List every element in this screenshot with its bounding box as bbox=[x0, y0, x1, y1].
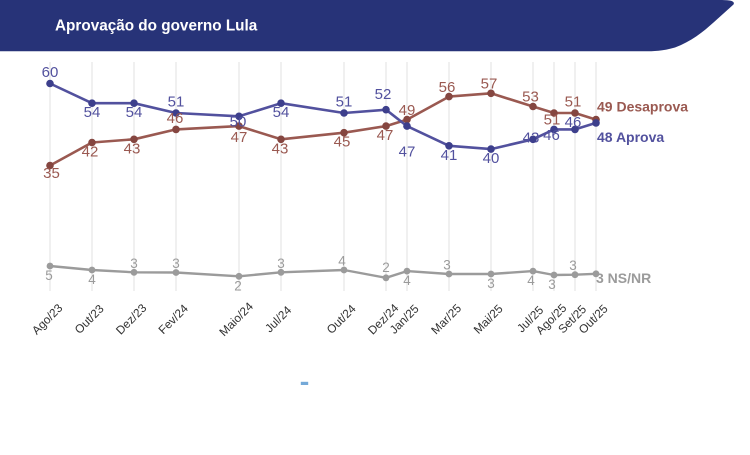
svg-text:4: 4 bbox=[403, 273, 411, 288]
svg-text:35: 35 bbox=[43, 165, 60, 182]
svg-text:51: 51 bbox=[336, 94, 353, 111]
svg-text:47: 47 bbox=[377, 127, 394, 144]
svg-text:3 NS/NR: 3 NS/NR bbox=[596, 270, 651, 286]
svg-text:46: 46 bbox=[543, 127, 560, 144]
svg-text:54: 54 bbox=[273, 104, 290, 121]
svg-text:3: 3 bbox=[569, 258, 577, 273]
svg-text:54: 54 bbox=[126, 104, 143, 121]
svg-text:48 Aprova: 48 Aprova bbox=[597, 129, 664, 145]
svg-text:47: 47 bbox=[231, 129, 248, 146]
svg-text:43: 43 bbox=[124, 140, 141, 157]
svg-text:43: 43 bbox=[272, 140, 289, 157]
svg-text:49 Desaprova: 49 Desaprova bbox=[597, 99, 688, 115]
svg-text:Aprovação do governo Lula: Aprovação do governo Lula bbox=[55, 18, 258, 35]
svg-text:45: 45 bbox=[334, 134, 351, 151]
svg-text:56: 56 bbox=[439, 79, 456, 96]
svg-text:3: 3 bbox=[487, 276, 495, 291]
svg-text:5: 5 bbox=[45, 268, 53, 283]
svg-text:49: 49 bbox=[399, 102, 416, 119]
svg-text:3: 3 bbox=[548, 277, 556, 292]
svg-text:3: 3 bbox=[277, 256, 285, 271]
svg-text:53: 53 bbox=[522, 89, 539, 106]
svg-text:2: 2 bbox=[234, 278, 242, 293]
svg-text:51: 51 bbox=[544, 111, 561, 128]
svg-text:46: 46 bbox=[565, 114, 582, 131]
svg-text:57: 57 bbox=[481, 75, 498, 92]
svg-text:52: 52 bbox=[375, 86, 392, 103]
svg-text:3: 3 bbox=[172, 256, 180, 271]
svg-text:41: 41 bbox=[441, 147, 458, 164]
svg-text:51: 51 bbox=[565, 94, 582, 111]
svg-text:46: 46 bbox=[167, 110, 184, 127]
svg-text:4: 4 bbox=[527, 273, 535, 288]
svg-text:47: 47 bbox=[399, 144, 416, 161]
svg-text:3: 3 bbox=[130, 256, 138, 271]
svg-text:54: 54 bbox=[84, 104, 101, 121]
svg-text:50: 50 bbox=[230, 113, 247, 130]
svg-text:40: 40 bbox=[483, 150, 500, 167]
svg-text:60: 60 bbox=[42, 64, 59, 81]
svg-text:51: 51 bbox=[168, 94, 185, 111]
svg-text:3: 3 bbox=[443, 258, 451, 273]
svg-text:4: 4 bbox=[338, 254, 346, 269]
svg-text:4: 4 bbox=[88, 272, 96, 287]
svg-text:2: 2 bbox=[382, 260, 390, 275]
svg-text:42: 42 bbox=[82, 144, 99, 161]
